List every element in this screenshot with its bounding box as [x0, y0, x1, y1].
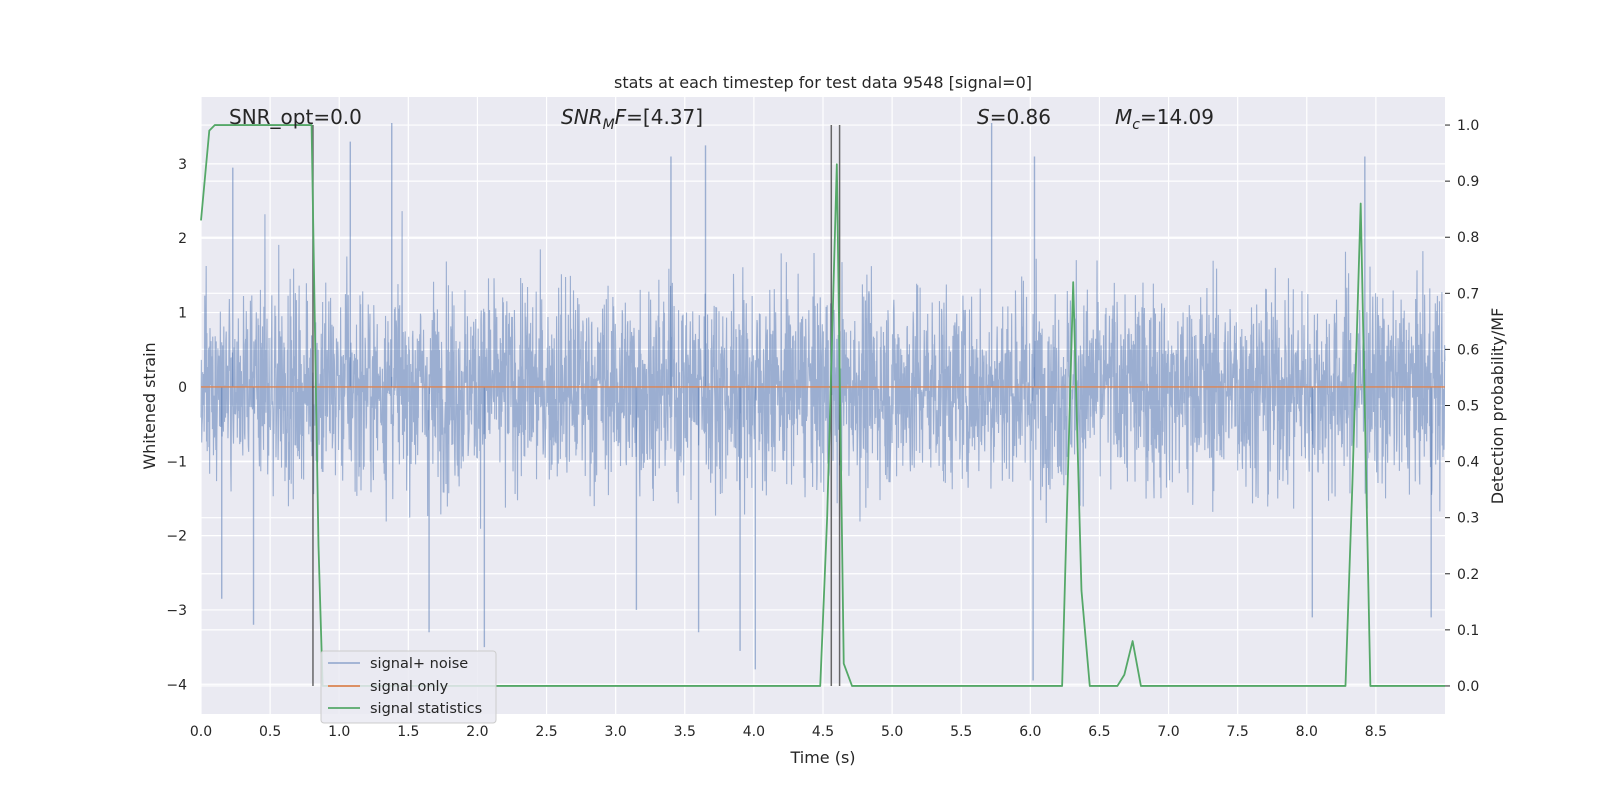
annotation-mc: Mc=14.09	[1115, 105, 1214, 133]
legend-label-signal: signal only	[370, 679, 449, 695]
s-prefix: S	[977, 105, 990, 129]
snr-mf-value: =[4.37]	[626, 105, 703, 129]
legend-label-statistics: signal statistics	[370, 701, 482, 717]
x-tick-label: 1.0	[328, 724, 350, 740]
signal-statistics-series	[200, 124, 1445, 687]
left-y-axis-ticks: 3 2 1 0 −1 −2 −3 −4	[166, 157, 187, 693]
s-value: =0.86	[990, 105, 1051, 129]
x-tick-label: 2.5	[535, 724, 557, 740]
x-tick-label: 8.0	[1296, 724, 1318, 740]
mc-prefix: M	[1115, 105, 1132, 129]
annotation-s: S=0.86	[977, 105, 1051, 129]
noise-trace	[200, 211, 1446, 529]
right-y-tick-label: 0.5	[1457, 399, 1479, 415]
x-tick-label: 7.5	[1227, 724, 1249, 740]
x-axis-ticks: 0.0 0.5 1.0 1.5 2.0 2.5 3.0 3.5 4.0 4.5 5.0 5.5 6.0 6…	[190, 724, 1387, 740]
x-tick-label: 0.5	[259, 724, 281, 740]
left-y-tick-label: 3	[178, 157, 187, 173]
annotation-snr-opt: SNR_opt=0.0	[229, 105, 362, 129]
right-y-axis-ticks: 1.0 0.9 0.8 0.7 0.6 0.5 0.4 0.3 0.2 0.1 0.0	[1445, 118, 1479, 695]
x-tick-label: 4.0	[743, 724, 765, 740]
x-tick-label: 3.5	[674, 724, 696, 740]
x-tick-label: 6.0	[1019, 724, 1041, 740]
x-tick-label: 5.5	[950, 724, 972, 740]
x-tick-label: 0.0	[190, 724, 212, 740]
snr-mf-prefix: SNR	[561, 105, 603, 129]
chart-title: stats at each timestep for test data 954…	[614, 73, 1032, 92]
x-tick-label: 6.5	[1088, 724, 1110, 740]
left-y-tick-label: 1	[178, 306, 187, 322]
snr-mf-subscript: M	[603, 117, 615, 133]
left-y-tick-label: 0	[178, 380, 187, 396]
x-tick-label: 8.5	[1365, 724, 1387, 740]
legend-label-noise: signal+ noise	[370, 656, 468, 672]
annotation-snr-mf: SNRMF=[4.37]	[561, 105, 703, 133]
signal-plus-noise-series	[200, 123, 1446, 681]
left-y-axis-label: Whitened strain	[140, 342, 159, 469]
right-y-tick-label: 0.6	[1457, 342, 1479, 358]
x-tick-label: 1.5	[397, 724, 419, 740]
left-y-tick-label: −4	[166, 677, 187, 693]
left-y-tick-label: −3	[166, 603, 187, 619]
signal-statistics-line	[200, 124, 1445, 687]
right-y-tick-label: 0.1	[1457, 623, 1479, 639]
x-tick-label: 3.0	[605, 724, 627, 740]
right-y-tick-label: 1.0	[1457, 118, 1479, 134]
x-axis-label: Time (s)	[789, 748, 855, 767]
legend: signal+ noise signal only signal statist…	[320, 650, 497, 724]
right-y-tick-label: 0.4	[1457, 455, 1479, 471]
mc-subscript: c	[1132, 117, 1140, 133]
right-y-tick-label: 0.2	[1457, 567, 1479, 583]
left-y-tick-label: −1	[166, 454, 187, 470]
x-tick-label: 4.5	[812, 724, 834, 740]
mc-value: =14.09	[1140, 105, 1214, 129]
left-y-tick-label: 2	[178, 231, 187, 247]
x-tick-label: 7.0	[1157, 724, 1179, 740]
right-y-tick-label: 0.9	[1457, 174, 1479, 190]
right-y-tick-label: 0.3	[1457, 511, 1479, 527]
legend-box	[320, 650, 497, 724]
right-y-axis-label: Detection probability/MF	[1488, 308, 1507, 505]
x-tick-label: 2.0	[466, 724, 488, 740]
x-tick-label: 5.0	[881, 724, 903, 740]
right-y-tick-label: 0.0	[1457, 679, 1479, 695]
right-y-tick-label: 0.7	[1457, 286, 1479, 302]
snr-mf-suffix-f: F	[615, 105, 627, 129]
right-y-tick-label: 0.8	[1457, 230, 1479, 246]
left-y-tick-label: −2	[166, 529, 187, 545]
